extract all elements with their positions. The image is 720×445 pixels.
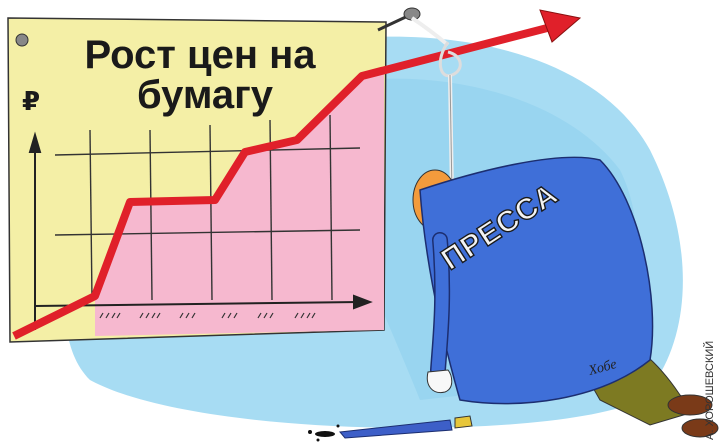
shoe [681,418,719,438]
shoe [667,394,713,416]
nail [377,13,411,32]
credit: А. ХОРОШЕВСКИЙ [703,341,716,440]
signature: Хобе [586,357,618,379]
poster-title: бумагу [137,73,274,117]
rope-outline [449,74,453,196]
currency-symbol: ₽ [22,86,40,116]
poster-grid [54,114,361,301]
tick-scribbles [99,312,316,319]
growth-arrow [12,22,557,340]
hand [426,369,453,394]
arm-fill [431,233,449,377]
arrow-head [539,9,582,43]
poster-title: Рост цен на [84,33,316,77]
poster-area [95,70,384,336]
pin [15,33,29,47]
rope [410,16,450,47]
ink-splat [308,424,340,442]
pen [339,415,473,439]
poster-axes [28,131,373,330]
